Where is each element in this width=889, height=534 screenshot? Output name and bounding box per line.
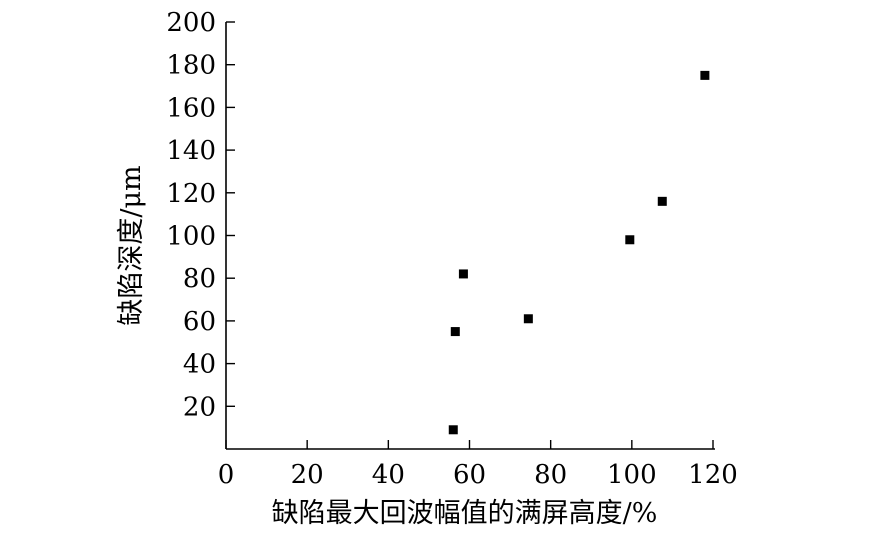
y-tick-label: 180 [166, 51, 216, 81]
data-point [448, 425, 458, 435]
y-tick-label: 20 [183, 392, 216, 422]
x-axis-title: 缺陷最大回波幅值的满屏高度/% [272, 498, 658, 529]
y-axis-title: 缺陷深度/μm [116, 165, 147, 325]
y-tick-label: 200 [166, 8, 216, 38]
x-tick-label: 120 [688, 460, 738, 490]
x-tick-label: 0 [218, 460, 235, 490]
y-tick-label: 160 [166, 93, 216, 123]
y-tick-label: 60 [183, 307, 216, 337]
y-tick-label: 140 [166, 136, 216, 166]
y-axis-ticks: 20 40 60 80 100 120 140 160 180 200 [166, 8, 235, 422]
data-point [625, 235, 635, 245]
y-tick-label: 120 [166, 179, 216, 209]
y-tick-label: 100 [166, 222, 216, 252]
data-point [450, 327, 460, 337]
data-point [458, 269, 468, 279]
data-points [448, 70, 710, 435]
data-point [657, 196, 667, 206]
y-tick-label: 80 [183, 264, 216, 294]
data-point [700, 70, 710, 80]
x-tick-label: 60 [453, 460, 486, 490]
x-tick-label: 40 [372, 460, 405, 490]
x-tick-label: 100 [607, 460, 657, 490]
x-axis-ticks: 0 20 40 60 80 100 120 [218, 440, 738, 490]
axes [225, 22, 715, 450]
x-tick-label: 20 [291, 460, 324, 490]
data-point [523, 314, 533, 324]
y-tick-label: 40 [183, 350, 216, 380]
x-tick-label: 80 [534, 460, 567, 490]
